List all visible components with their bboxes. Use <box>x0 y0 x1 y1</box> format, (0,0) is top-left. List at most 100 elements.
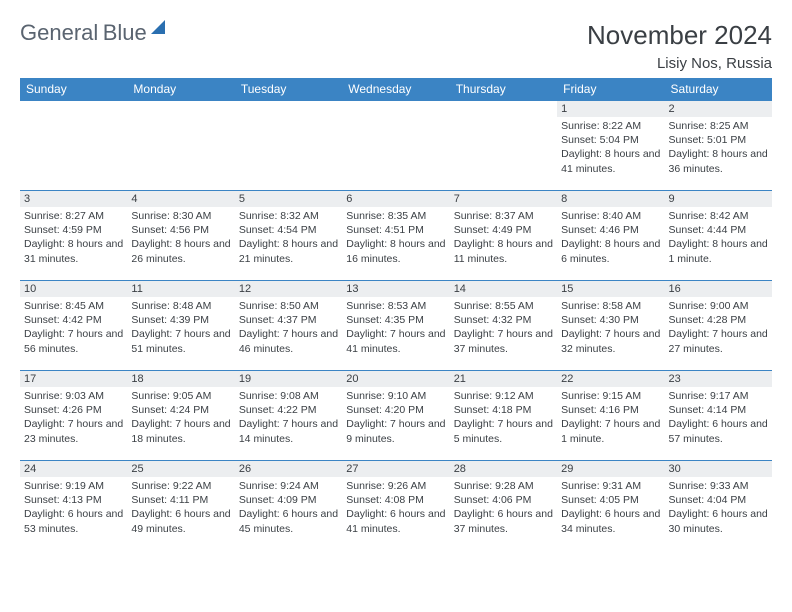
calendar-cell: 25Sunrise: 9:22 AMSunset: 4:11 PMDayligh… <box>127 461 234 551</box>
calendar-cell: 6Sunrise: 8:35 AMSunset: 4:51 PMDaylight… <box>342 191 449 281</box>
calendar-cell: 14Sunrise: 8:55 AMSunset: 4:32 PMDayligh… <box>450 281 557 371</box>
day-details: Sunrise: 8:42 AMSunset: 4:44 PMDaylight:… <box>665 207 772 272</box>
daylight-text: Daylight: 7 hours and 51 minutes. <box>131 327 230 355</box>
sunrise-text: Sunrise: 8:48 AM <box>131 299 230 313</box>
daylight-text: Daylight: 7 hours and 5 minutes. <box>454 417 553 445</box>
sunrise-text: Sunrise: 9:28 AM <box>454 479 553 493</box>
day-details: Sunrise: 9:15 AMSunset: 4:16 PMDaylight:… <box>557 387 664 452</box>
day-number: 30 <box>665 461 772 477</box>
sunrise-text: Sunrise: 9:31 AM <box>561 479 660 493</box>
sunrise-text: Sunrise: 8:35 AM <box>346 209 445 223</box>
day-details: Sunrise: 8:45 AMSunset: 4:42 PMDaylight:… <box>20 297 127 362</box>
sunrise-text: Sunrise: 8:45 AM <box>24 299 123 313</box>
day-details: Sunrise: 9:31 AMSunset: 4:05 PMDaylight:… <box>557 477 664 542</box>
sunrise-text: Sunrise: 8:40 AM <box>561 209 660 223</box>
calendar-cell: 28Sunrise: 9:28 AMSunset: 4:06 PMDayligh… <box>450 461 557 551</box>
daylight-text: Daylight: 7 hours and 27 minutes. <box>669 327 768 355</box>
calendar-cell: 10Sunrise: 8:45 AMSunset: 4:42 PMDayligh… <box>20 281 127 371</box>
title-block: November 2024 Lisiy Nos, Russia <box>587 20 772 72</box>
day-number: 24 <box>20 461 127 477</box>
daylight-text: Daylight: 6 hours and 49 minutes. <box>131 507 230 535</box>
calendar-cell: 22Sunrise: 9:15 AMSunset: 4:16 PMDayligh… <box>557 371 664 461</box>
weekday-header-row: Sunday Monday Tuesday Wednesday Thursday… <box>20 78 772 101</box>
sunrise-text: Sunrise: 9:26 AM <box>346 479 445 493</box>
day-number: 7 <box>450 191 557 207</box>
day-number: 8 <box>557 191 664 207</box>
day-details: Sunrise: 8:27 AMSunset: 4:59 PMDaylight:… <box>20 207 127 272</box>
sunrise-text: Sunrise: 9:19 AM <box>24 479 123 493</box>
calendar-cell: 16Sunrise: 9:00 AMSunset: 4:28 PMDayligh… <box>665 281 772 371</box>
sunset-text: Sunset: 4:54 PM <box>239 223 338 237</box>
calendar-cell: 1Sunrise: 8:22 AMSunset: 5:04 PMDaylight… <box>557 101 664 191</box>
calendar-cell: 15Sunrise: 8:58 AMSunset: 4:30 PMDayligh… <box>557 281 664 371</box>
calendar-cell: 17Sunrise: 9:03 AMSunset: 4:26 PMDayligh… <box>20 371 127 461</box>
sunrise-text: Sunrise: 8:25 AM <box>669 119 768 133</box>
daylight-text: Daylight: 8 hours and 11 minutes. <box>454 237 553 265</box>
day-number: 21 <box>450 371 557 387</box>
day-details: Sunrise: 9:10 AMSunset: 4:20 PMDaylight:… <box>342 387 449 452</box>
daylight-text: Daylight: 8 hours and 36 minutes. <box>669 147 768 175</box>
sunset-text: Sunset: 4:32 PM <box>454 313 553 327</box>
calendar-cell: 18Sunrise: 9:05 AMSunset: 4:24 PMDayligh… <box>127 371 234 461</box>
calendar-cell: 8Sunrise: 8:40 AMSunset: 4:46 PMDaylight… <box>557 191 664 281</box>
calendar-cell: 24Sunrise: 9:19 AMSunset: 4:13 PMDayligh… <box>20 461 127 551</box>
calendar-row: 24Sunrise: 9:19 AMSunset: 4:13 PMDayligh… <box>20 461 772 551</box>
day-details: Sunrise: 9:33 AMSunset: 4:04 PMDaylight:… <box>665 477 772 542</box>
sunrise-text: Sunrise: 9:08 AM <box>239 389 338 403</box>
sunrise-text: Sunrise: 8:53 AM <box>346 299 445 313</box>
day-details: Sunrise: 9:28 AMSunset: 4:06 PMDaylight:… <box>450 477 557 542</box>
brand-logo: General Blue <box>20 20 165 46</box>
sunset-text: Sunset: 4:22 PM <box>239 403 338 417</box>
day-number: 19 <box>235 371 342 387</box>
calendar-cell: 26Sunrise: 9:24 AMSunset: 4:09 PMDayligh… <box>235 461 342 551</box>
daylight-text: Daylight: 7 hours and 37 minutes. <box>454 327 553 355</box>
weekday-header: Thursday <box>450 78 557 101</box>
weekday-header: Saturday <box>665 78 772 101</box>
daylight-text: Daylight: 7 hours and 56 minutes. <box>24 327 123 355</box>
sunset-text: Sunset: 4:49 PM <box>454 223 553 237</box>
daylight-text: Daylight: 8 hours and 6 minutes. <box>561 237 660 265</box>
day-details: Sunrise: 9:08 AMSunset: 4:22 PMDaylight:… <box>235 387 342 452</box>
daylight-text: Daylight: 7 hours and 1 minute. <box>561 417 660 445</box>
day-number: 27 <box>342 461 449 477</box>
weekday-header: Sunday <box>20 78 127 101</box>
page-title: November 2024 <box>587 20 772 51</box>
day-details: Sunrise: 8:22 AMSunset: 5:04 PMDaylight:… <box>557 117 664 182</box>
sunset-text: Sunset: 4:42 PM <box>24 313 123 327</box>
day-details: Sunrise: 9:22 AMSunset: 4:11 PMDaylight:… <box>127 477 234 542</box>
daylight-text: Daylight: 7 hours and 18 minutes. <box>131 417 230 445</box>
sunset-text: Sunset: 4:14 PM <box>669 403 768 417</box>
daylight-text: Daylight: 6 hours and 30 minutes. <box>669 507 768 535</box>
sunrise-text: Sunrise: 9:24 AM <box>239 479 338 493</box>
day-details: Sunrise: 8:53 AMSunset: 4:35 PMDaylight:… <box>342 297 449 362</box>
calendar-cell: 5Sunrise: 8:32 AMSunset: 4:54 PMDaylight… <box>235 191 342 281</box>
day-details: Sunrise: 8:55 AMSunset: 4:32 PMDaylight:… <box>450 297 557 362</box>
day-number: 3 <box>20 191 127 207</box>
day-details: Sunrise: 9:19 AMSunset: 4:13 PMDaylight:… <box>20 477 127 542</box>
weekday-header: Monday <box>127 78 234 101</box>
sunrise-text: Sunrise: 9:12 AM <box>454 389 553 403</box>
sunset-text: Sunset: 4:13 PM <box>24 493 123 507</box>
day-number: 1 <box>557 101 664 117</box>
sunset-text: Sunset: 4:51 PM <box>346 223 445 237</box>
day-number: 23 <box>665 371 772 387</box>
calendar-cell: 9Sunrise: 8:42 AMSunset: 4:44 PMDaylight… <box>665 191 772 281</box>
calendar-cell <box>20 101 127 191</box>
calendar-cell <box>342 101 449 191</box>
day-details: Sunrise: 8:25 AMSunset: 5:01 PMDaylight:… <box>665 117 772 182</box>
calendar-cell: 4Sunrise: 8:30 AMSunset: 4:56 PMDaylight… <box>127 191 234 281</box>
sunset-text: Sunset: 4:04 PM <box>669 493 768 507</box>
calendar-table: Sunday Monday Tuesday Wednesday Thursday… <box>20 78 772 551</box>
calendar-cell <box>450 101 557 191</box>
sunrise-text: Sunrise: 9:00 AM <box>669 299 768 313</box>
daylight-text: Daylight: 7 hours and 46 minutes. <box>239 327 338 355</box>
daylight-text: Daylight: 8 hours and 21 minutes. <box>239 237 338 265</box>
day-number: 9 <box>665 191 772 207</box>
calendar-cell: 27Sunrise: 9:26 AMSunset: 4:08 PMDayligh… <box>342 461 449 551</box>
calendar-cell: 3Sunrise: 8:27 AMSunset: 4:59 PMDaylight… <box>20 191 127 281</box>
day-details: Sunrise: 8:40 AMSunset: 4:46 PMDaylight:… <box>557 207 664 272</box>
day-number: 29 <box>557 461 664 477</box>
weekday-header: Wednesday <box>342 78 449 101</box>
sunrise-text: Sunrise: 8:58 AM <box>561 299 660 313</box>
day-number: 28 <box>450 461 557 477</box>
